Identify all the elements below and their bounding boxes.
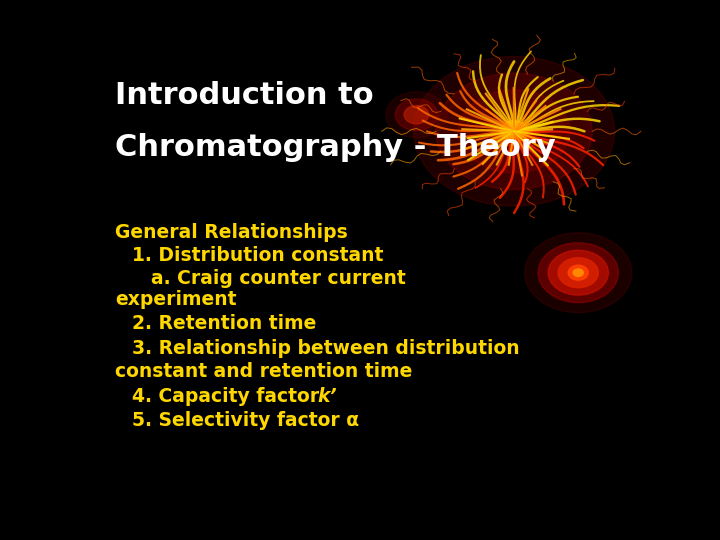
Text: 1. Distribution constant: 1. Distribution constant <box>132 246 383 265</box>
Circle shape <box>548 250 608 295</box>
Circle shape <box>505 125 523 138</box>
Text: 2. Retention time: 2. Retention time <box>132 314 316 333</box>
Circle shape <box>500 121 528 141</box>
Text: Chromatography - Theory: Chromatography - Theory <box>115 133 556 163</box>
Circle shape <box>395 99 438 131</box>
Text: constant and retention time: constant and retention time <box>115 362 413 381</box>
Circle shape <box>458 90 570 173</box>
Text: 3. Relationship between distribution: 3. Relationship between distribution <box>132 339 519 358</box>
Text: a. Craig counter current: a. Craig counter current <box>151 268 406 287</box>
Circle shape <box>404 105 428 124</box>
Text: experiment: experiment <box>115 290 237 309</box>
Text: 5. Selectivity factor α: 5. Selectivity factor α <box>132 411 359 430</box>
Text: Introduction to: Introduction to <box>115 82 374 111</box>
Circle shape <box>525 233 632 313</box>
Text: 4. Capacity factor: 4. Capacity factor <box>132 387 325 406</box>
Circle shape <box>510 128 518 134</box>
Circle shape <box>573 269 583 276</box>
Circle shape <box>386 92 447 138</box>
Text: General Relationships: General Relationships <box>115 223 348 242</box>
Circle shape <box>436 73 592 190</box>
Circle shape <box>538 243 618 302</box>
Circle shape <box>568 265 588 280</box>
Circle shape <box>558 258 598 288</box>
Text: k’: k’ <box>317 387 337 406</box>
Circle shape <box>413 57 615 206</box>
